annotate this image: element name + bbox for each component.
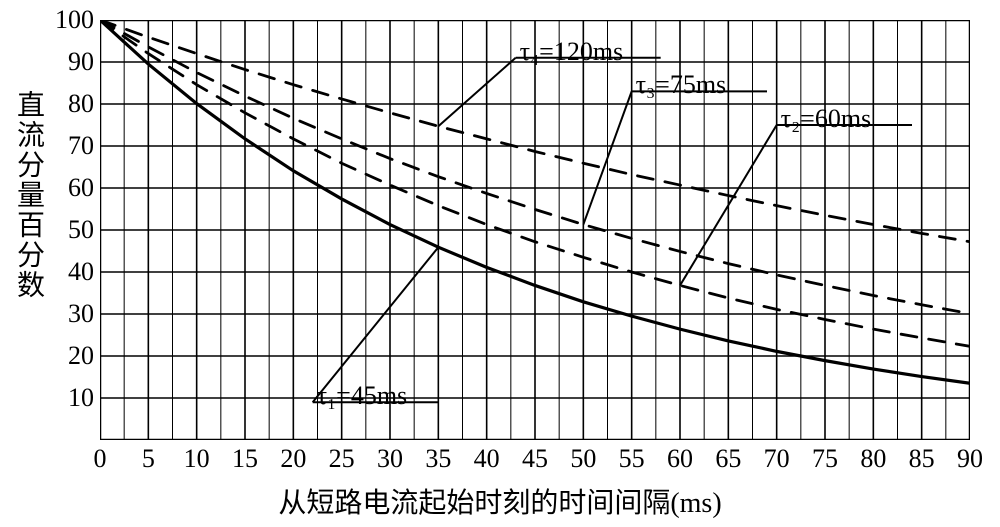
x-tick: 5 — [128, 444, 168, 474]
annotation-tau1: τ₁=45ms — [317, 381, 408, 411]
y-tick: 60 — [44, 173, 94, 203]
x-tick: 0 — [80, 444, 120, 474]
x-tick: 85 — [902, 444, 942, 474]
x-tick: 50 — [563, 444, 603, 474]
y-tick: 100 — [44, 5, 94, 35]
x-axis-label: 从短路电流起始时刻的时间间隔(ms) — [0, 481, 1000, 521]
x-tick: 10 — [177, 444, 217, 474]
x-tick: 35 — [418, 444, 458, 474]
x-tick: 80 — [853, 444, 893, 474]
y-tick: 70 — [44, 131, 94, 161]
y-tick: 80 — [44, 89, 94, 119]
x-tick: 60 — [660, 444, 700, 474]
plot-area — [100, 20, 970, 440]
y-axis-label: 直流分量百分数 — [8, 90, 48, 370]
x-tick: 20 — [273, 444, 313, 474]
x-tick: 30 — [370, 444, 410, 474]
y-tick: 30 — [44, 299, 94, 329]
x-tick: 75 — [805, 444, 845, 474]
y-tick: 40 — [44, 257, 94, 287]
annotation-tau2: τ₂=60ms — [781, 104, 872, 134]
y-tick: 10 — [44, 383, 94, 413]
x-tick: 45 — [515, 444, 555, 474]
y-tick: 90 — [44, 47, 94, 77]
y-tick: 50 — [44, 215, 94, 245]
x-tick: 25 — [322, 444, 362, 474]
y-tick: 20 — [44, 341, 94, 371]
x-tick: 65 — [708, 444, 748, 474]
annotation-tau4: τ₄=120ms — [520, 37, 624, 67]
x-tick: 90 — [950, 444, 990, 474]
x-tick: 70 — [757, 444, 797, 474]
x-tick: 40 — [467, 444, 507, 474]
x-tick: 15 — [225, 444, 265, 474]
annotation-tau3: τ₃=75ms — [636, 70, 727, 100]
x-tick: 55 — [612, 444, 652, 474]
